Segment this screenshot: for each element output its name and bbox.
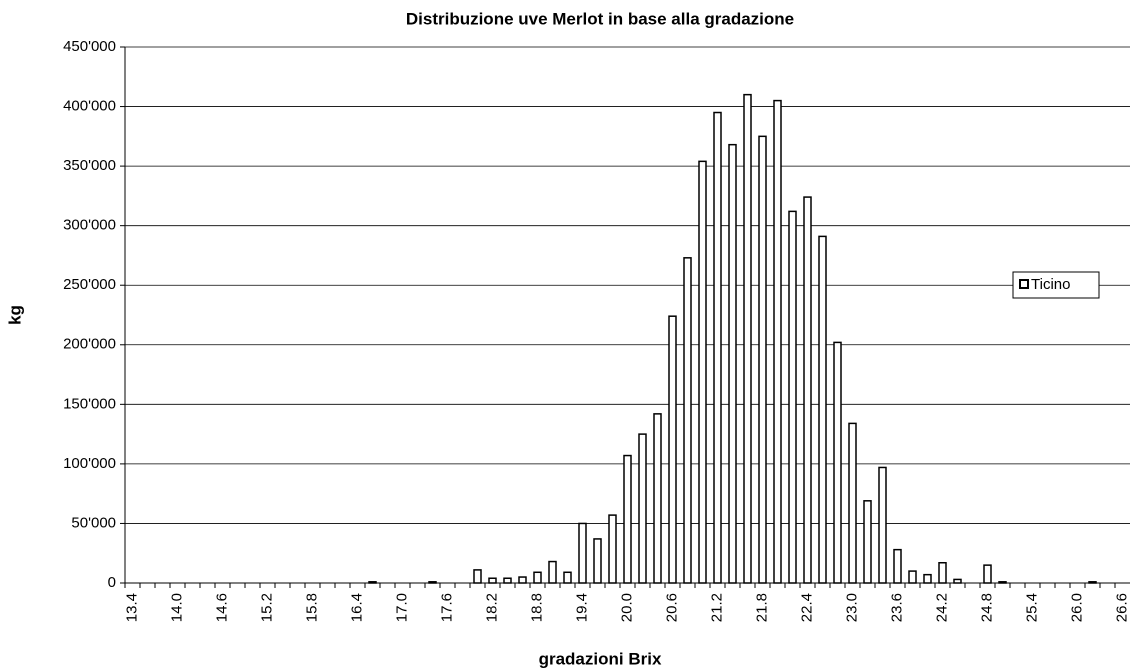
bar bbox=[488, 577, 497, 584]
x-tick-label: 19.4 bbox=[573, 593, 590, 622]
bar bbox=[728, 143, 737, 584]
legend-swatch bbox=[1019, 279, 1029, 289]
bar bbox=[503, 577, 512, 584]
x-tick-label: 22.4 bbox=[798, 593, 815, 622]
bar bbox=[743, 93, 752, 584]
chart-title: Distribuzione uve Merlot in base alla gr… bbox=[406, 9, 794, 28]
x-tick-label: 20.6 bbox=[663, 593, 680, 622]
bar bbox=[953, 578, 962, 584]
x-tick-label: 14.6 bbox=[213, 593, 230, 622]
bar bbox=[878, 466, 887, 584]
bar bbox=[803, 196, 812, 584]
x-tick-label: 18.8 bbox=[528, 593, 545, 622]
x-tick-label: 26.0 bbox=[1068, 593, 1085, 622]
bar bbox=[608, 514, 617, 584]
bar bbox=[563, 571, 572, 584]
bar bbox=[863, 500, 872, 584]
x-tick-label: 15.8 bbox=[303, 593, 320, 622]
legend-label: Ticino bbox=[1031, 276, 1070, 293]
bar bbox=[818, 235, 827, 584]
bar bbox=[518, 576, 527, 584]
bar bbox=[773, 99, 782, 584]
bar bbox=[938, 562, 947, 584]
x-tick-label: 21.2 bbox=[708, 593, 725, 622]
x-tick-label: 17.6 bbox=[438, 593, 455, 622]
bar bbox=[428, 581, 437, 584]
bar bbox=[473, 569, 482, 584]
y-tick-label: 0 bbox=[108, 574, 116, 591]
bar bbox=[908, 570, 917, 584]
x-tick-label: 24.2 bbox=[933, 593, 950, 622]
bar bbox=[368, 581, 377, 584]
y-tick-label: 150'000 bbox=[63, 395, 116, 412]
x-tick-label: 16.4 bbox=[348, 593, 365, 622]
bar bbox=[983, 564, 992, 584]
x-tick-label: 20.0 bbox=[618, 593, 635, 622]
x-tick-label: 14.0 bbox=[168, 593, 185, 622]
y-tick-label: 300'000 bbox=[63, 217, 116, 234]
bar bbox=[923, 573, 932, 584]
bar bbox=[533, 571, 542, 584]
y-tick-label: 450'000 bbox=[63, 38, 116, 55]
bar bbox=[548, 560, 557, 584]
bar bbox=[1088, 581, 1097, 584]
bar bbox=[893, 548, 902, 584]
y-tick-label: 50'000 bbox=[71, 514, 116, 531]
bar bbox=[788, 210, 797, 584]
x-tick-label: 15.2 bbox=[258, 593, 275, 622]
y-axis-title: kg bbox=[5, 305, 24, 325]
bar bbox=[698, 160, 707, 584]
bar bbox=[713, 111, 722, 584]
x-tick-label: 23.6 bbox=[888, 593, 905, 622]
y-tick-label: 250'000 bbox=[63, 276, 116, 293]
bar bbox=[683, 257, 692, 584]
legend-box bbox=[1012, 271, 1100, 299]
bar bbox=[668, 315, 677, 584]
bar bbox=[578, 522, 587, 584]
bar bbox=[758, 135, 767, 584]
x-tick-label: 25.4 bbox=[1023, 593, 1040, 622]
x-tick-label: 26.6 bbox=[1113, 593, 1130, 622]
bar bbox=[998, 581, 1007, 584]
x-tick-label: 23.0 bbox=[843, 593, 860, 622]
bar bbox=[833, 341, 842, 584]
bar bbox=[638, 433, 647, 584]
x-tick-label: 13.4 bbox=[123, 593, 140, 622]
bar bbox=[653, 413, 662, 584]
x-tick-label: 24.8 bbox=[978, 593, 995, 622]
y-tick-label: 200'000 bbox=[63, 336, 116, 353]
bar bbox=[848, 422, 857, 584]
y-tick-label: 400'000 bbox=[63, 98, 116, 115]
x-tick-label: 21.8 bbox=[753, 593, 770, 622]
x-axis-title: gradazioni Brix bbox=[539, 649, 662, 668]
y-tick-label: 350'000 bbox=[63, 157, 116, 174]
x-tick-label: 18.2 bbox=[483, 593, 500, 622]
x-tick-label: 17.0 bbox=[393, 593, 410, 622]
bar bbox=[593, 538, 602, 584]
bar bbox=[623, 454, 632, 584]
y-tick-label: 100'000 bbox=[63, 455, 116, 472]
